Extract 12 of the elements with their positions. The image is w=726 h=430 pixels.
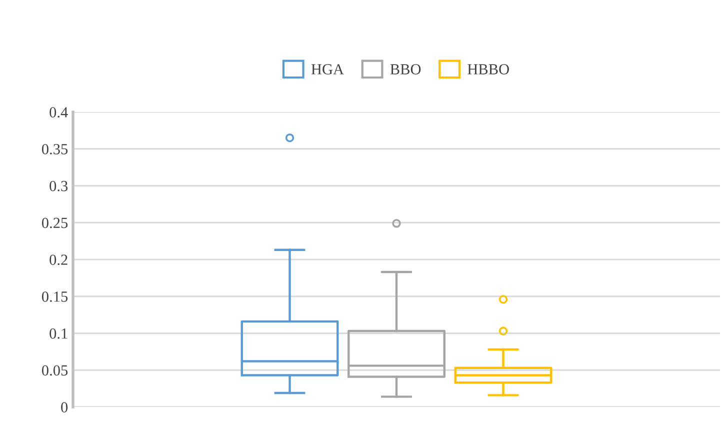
legend-label: HBBO — [468, 64, 509, 74]
y-tick-label: 0.25 — [42, 218, 68, 228]
y-tick-label: 0.2 — [50, 254, 68, 266]
y-tick-label: 0.05 — [42, 365, 68, 376]
legend-label: BBO — [390, 64, 421, 74]
legend-label: HGA — [311, 64, 344, 74]
y-tick-label: 0 — [61, 402, 68, 412]
y-tick-label: 0.35 — [42, 144, 68, 154]
y-tick-label: 0.4 — [50, 107, 68, 118]
y-tick-label: 0.3 — [50, 180, 68, 192]
y-tick-label: 0.15 — [42, 292, 68, 302]
y-tick-label: 0.1 — [50, 328, 68, 339]
